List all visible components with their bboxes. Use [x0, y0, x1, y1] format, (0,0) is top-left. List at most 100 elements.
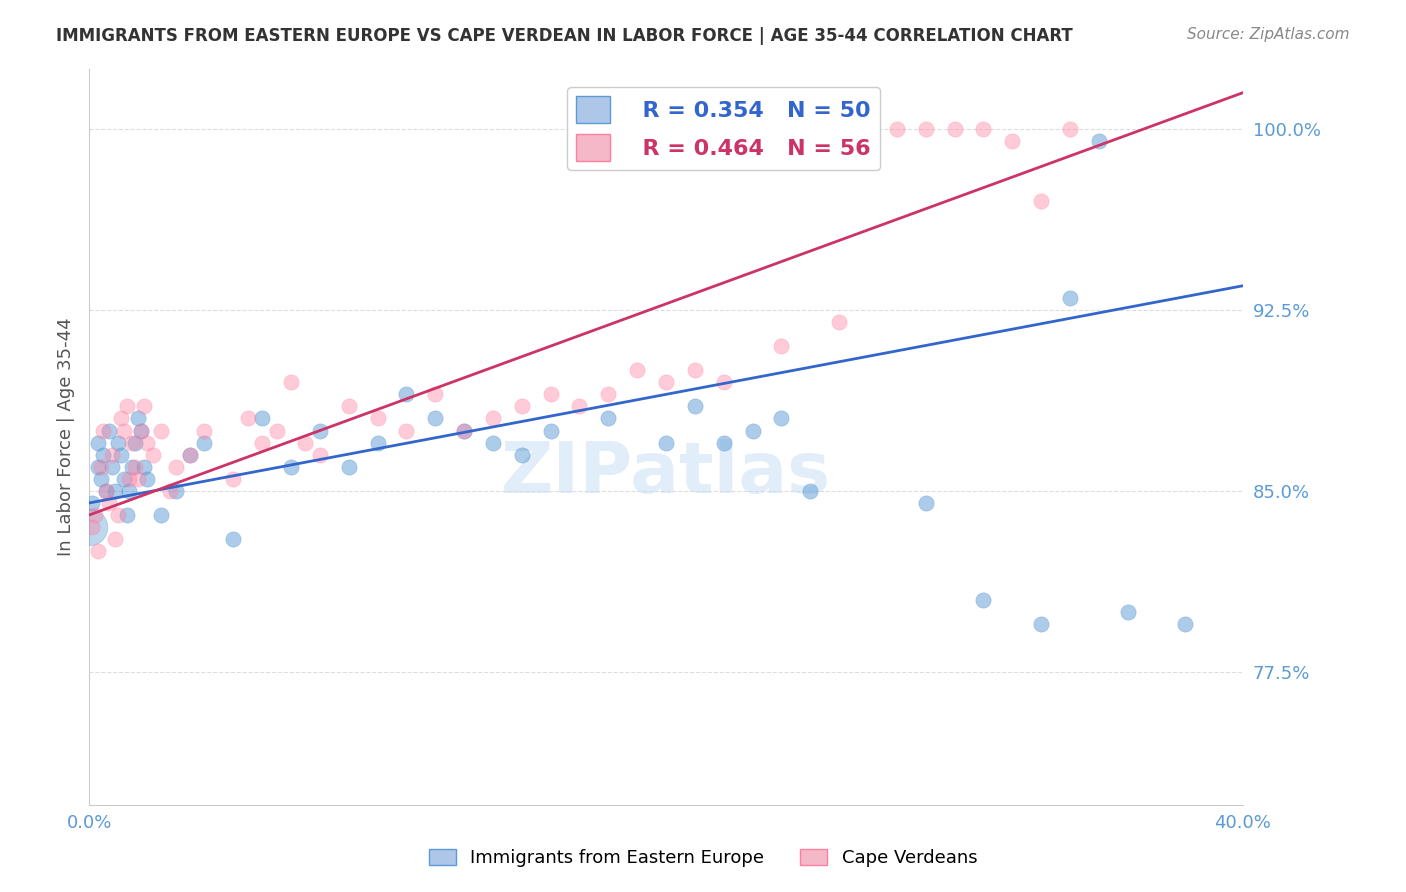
Text: ZIPatlas: ZIPatlas: [501, 439, 831, 508]
Point: [280, 376, 302, 390]
Point: [112, 424, 135, 438]
Point: [626, 363, 648, 377]
Point: [115, 400, 138, 414]
Point: [107, 435, 129, 450]
Point: [236, 411, 259, 425]
Point: [655, 435, 678, 450]
Point: [1029, 194, 1052, 209]
Point: [222, 532, 245, 546]
Point: [127, 411, 149, 425]
Point: [395, 424, 418, 438]
Point: [972, 121, 994, 136]
Point: [1029, 616, 1052, 631]
Point: [1059, 121, 1081, 136]
Point: [129, 424, 152, 438]
Point: [98, 424, 121, 438]
Point: [280, 459, 302, 474]
Point: [87, 544, 110, 558]
Point: [337, 400, 360, 414]
Point: [453, 424, 475, 438]
Point: [1001, 134, 1024, 148]
Point: [93, 424, 115, 438]
Point: [1116, 605, 1139, 619]
Point: [77, 520, 100, 534]
Point: [121, 435, 143, 450]
Point: [165, 459, 187, 474]
Point: [266, 424, 288, 438]
Point: [741, 424, 763, 438]
Point: [655, 376, 678, 390]
Point: [179, 448, 201, 462]
Point: [540, 387, 562, 401]
Point: [395, 387, 418, 401]
Point: [80, 520, 103, 534]
Point: [1059, 291, 1081, 305]
Point: [425, 387, 447, 401]
Point: [80, 496, 103, 510]
Point: [799, 483, 821, 498]
Point: [770, 411, 793, 425]
Point: [135, 472, 157, 486]
Point: [683, 400, 706, 414]
Legend:   R = 0.354   N = 50,   R = 0.464   N = 56: R = 0.354 N = 50, R = 0.464 N = 56: [568, 87, 880, 170]
Point: [713, 435, 735, 450]
Point: [129, 424, 152, 438]
Legend: Immigrants from Eastern Europe, Cape Verdeans: Immigrants from Eastern Europe, Cape Ver…: [422, 841, 984, 874]
Point: [598, 411, 620, 425]
Text: IMMIGRANTS FROM EASTERN EUROPE VS CAPE VERDEAN IN LABOR FORCE | AGE 35-44 CORREL: IMMIGRANTS FROM EASTERN EUROPE VS CAPE V…: [56, 27, 1073, 45]
Point: [308, 448, 330, 462]
Point: [104, 483, 127, 498]
Point: [150, 424, 173, 438]
Point: [425, 411, 447, 425]
Point: [115, 508, 138, 522]
Point: [770, 339, 793, 353]
Point: [367, 435, 389, 450]
Point: [127, 472, 149, 486]
Point: [96, 483, 118, 498]
Point: [337, 459, 360, 474]
Point: [914, 496, 936, 510]
Point: [1174, 616, 1197, 631]
Point: [193, 435, 215, 450]
Point: [914, 121, 936, 136]
Point: [179, 448, 201, 462]
Point: [1087, 134, 1109, 148]
Point: [367, 411, 389, 425]
Point: [294, 435, 316, 450]
Point: [165, 483, 187, 498]
Point: [101, 459, 124, 474]
Point: [118, 472, 141, 486]
Point: [107, 508, 129, 522]
Point: [250, 435, 273, 450]
Point: [250, 411, 273, 425]
Point: [90, 472, 112, 486]
Point: [308, 424, 330, 438]
Point: [110, 411, 132, 425]
Point: [540, 424, 562, 438]
Point: [193, 424, 215, 438]
Point: [943, 121, 966, 136]
Point: [124, 459, 146, 474]
Point: [112, 472, 135, 486]
Point: [828, 315, 851, 329]
Point: [510, 448, 533, 462]
Point: [121, 459, 143, 474]
Point: [87, 435, 110, 450]
Text: Source: ZipAtlas.com: Source: ZipAtlas.com: [1187, 27, 1350, 42]
Point: [453, 424, 475, 438]
Point: [510, 400, 533, 414]
Point: [159, 483, 181, 498]
Point: [135, 435, 157, 450]
Point: [482, 435, 505, 450]
Point: [222, 472, 245, 486]
Point: [83, 508, 105, 522]
Point: [683, 363, 706, 377]
Point: [118, 483, 141, 498]
Point: [141, 448, 163, 462]
Point: [132, 400, 155, 414]
Y-axis label: In Labor Force | Age 35-44: In Labor Force | Age 35-44: [58, 318, 75, 556]
Point: [98, 496, 121, 510]
Point: [482, 411, 505, 425]
Point: [104, 532, 127, 546]
Point: [713, 376, 735, 390]
